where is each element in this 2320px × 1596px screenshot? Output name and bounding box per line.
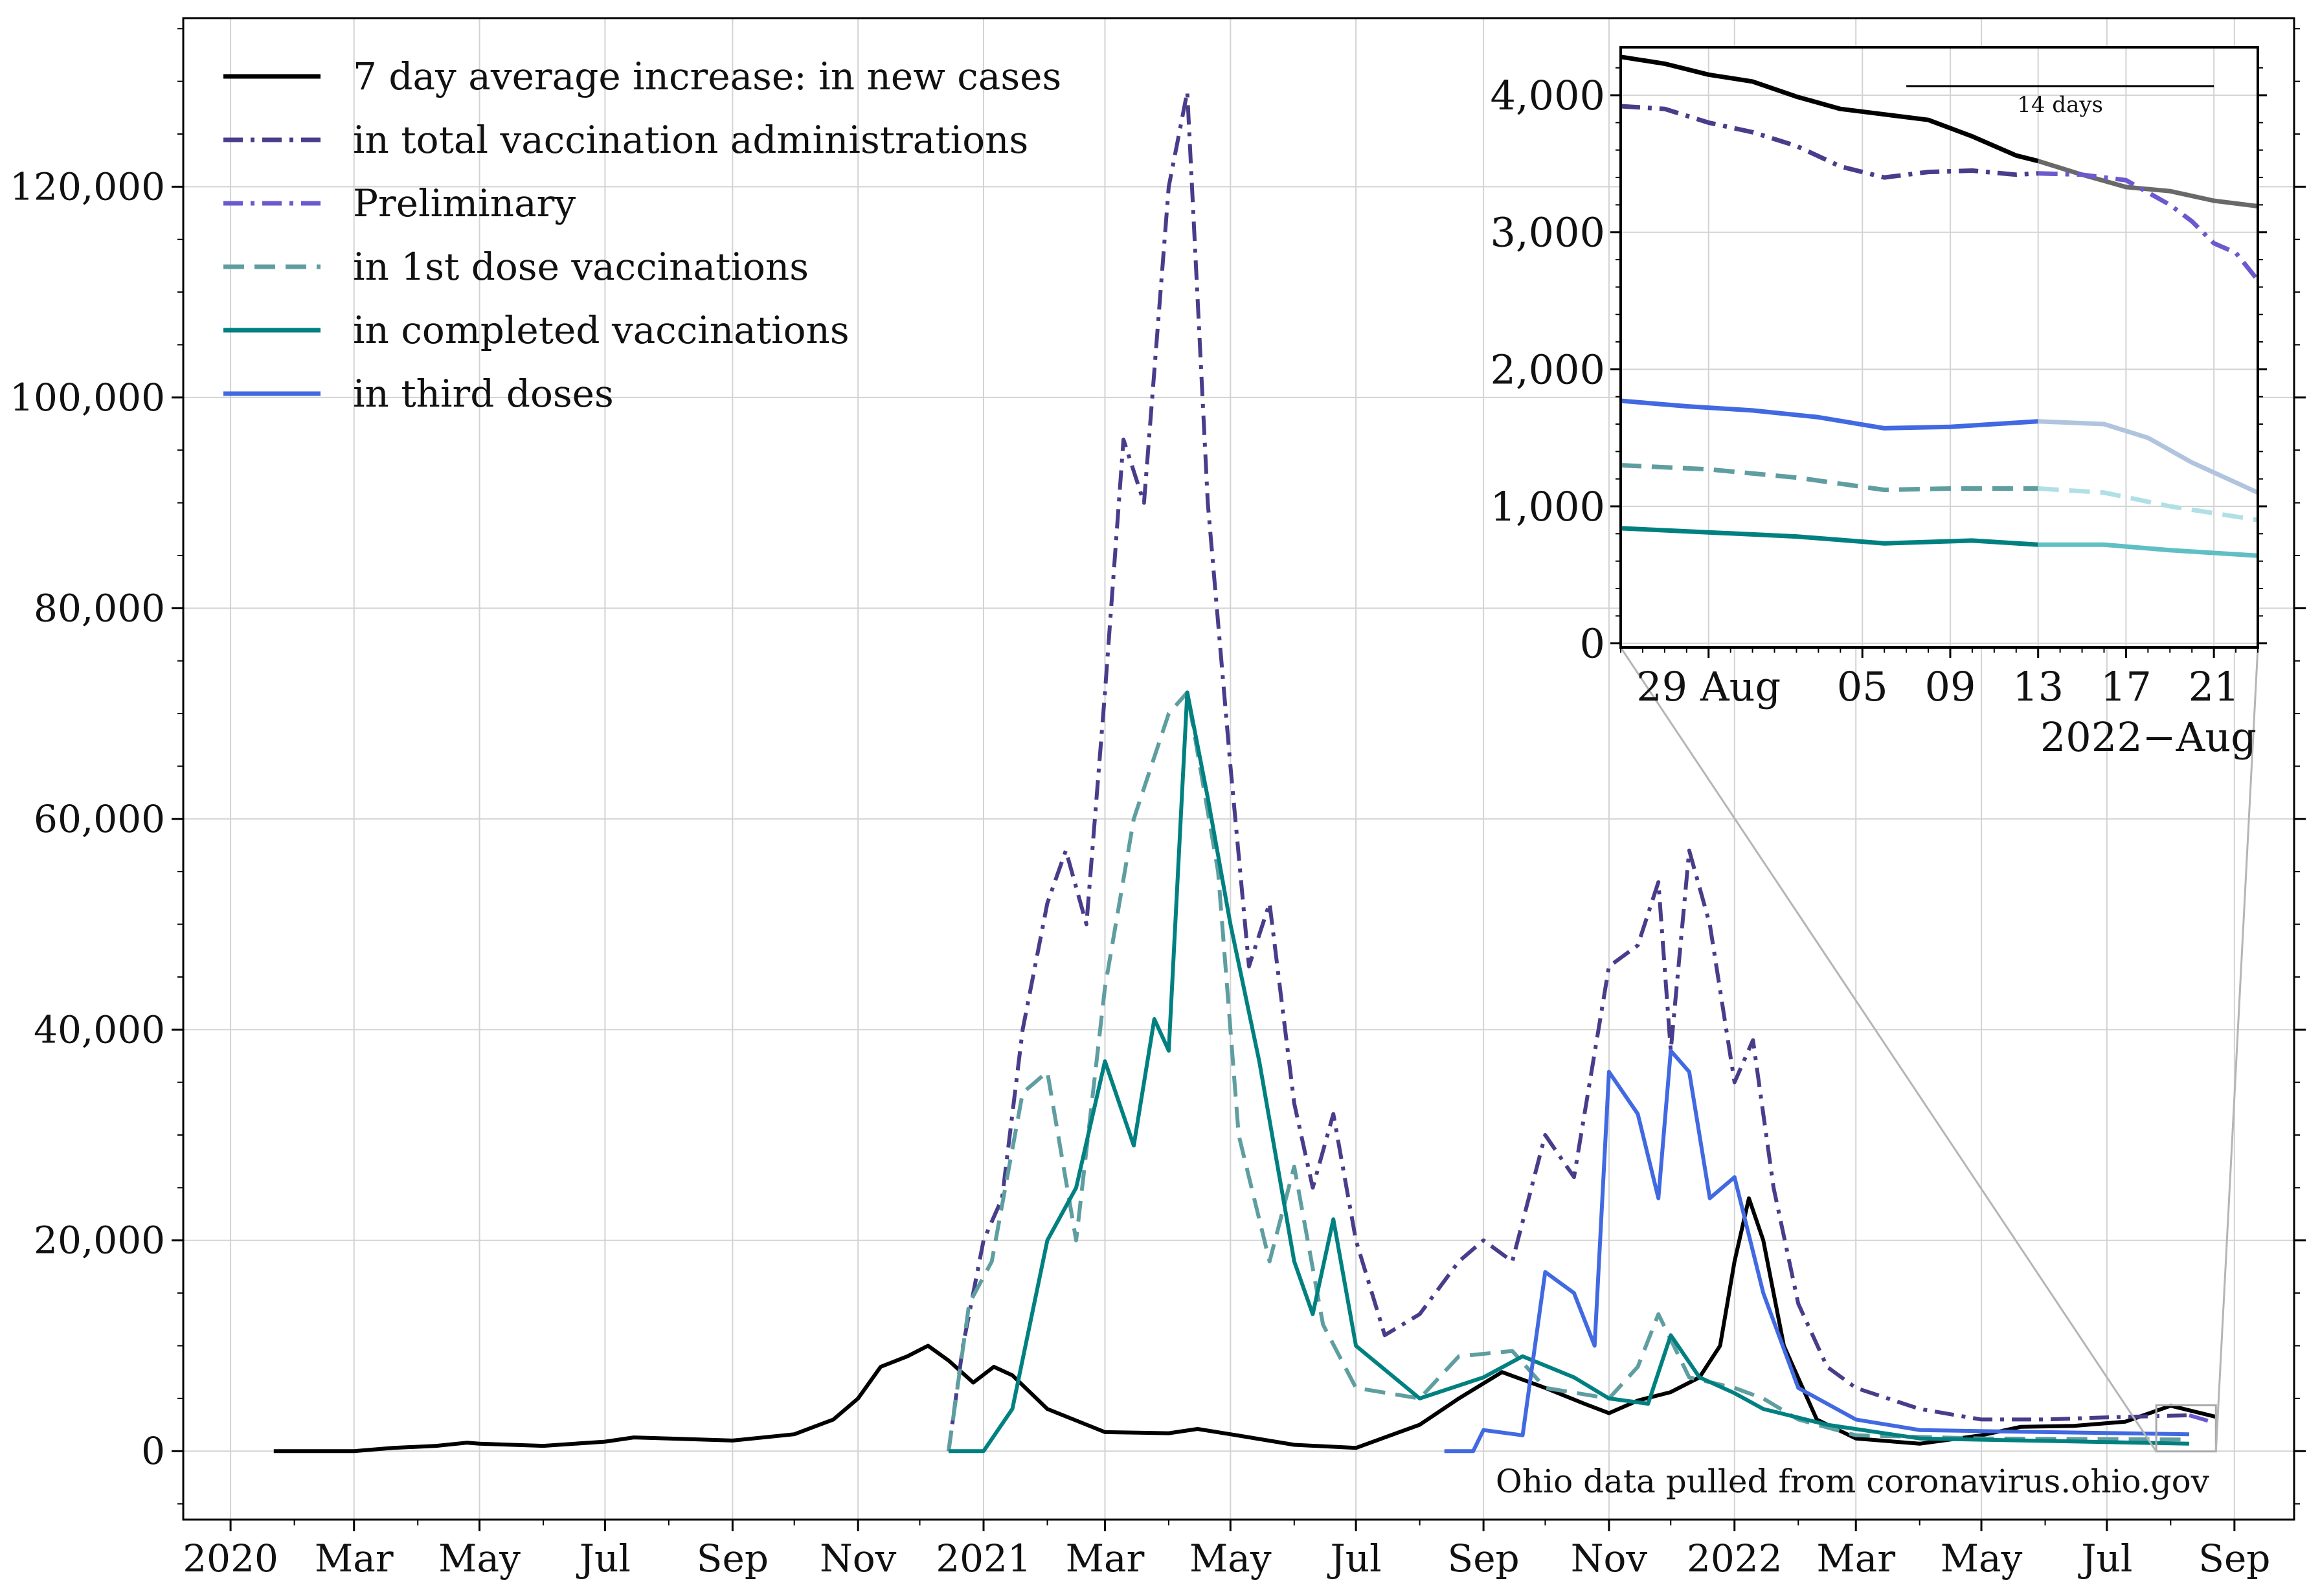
series-line-in-third-doses [1444,1048,2190,1454]
x-tick-label: Jul [2078,1536,2132,1580]
x-tick-label: Jul [1327,1536,1382,1580]
x-tick-label: Nov [1571,1536,1648,1580]
inset-y-tick-label: 3,000 [1491,209,1606,256]
legend-label: Preliminary [353,181,576,225]
x-tick-label: Sep [697,1536,769,1580]
x-tick-label: Mar [1816,1536,1895,1580]
x-tick-label: Jul [576,1536,631,1580]
x-tick-label: Mar [315,1536,394,1580]
inset-series-line-7-day-average-increase-in-new-cases-preliminary [2037,159,2258,208]
inset-y-tick-label: 2,000 [1491,346,1606,393]
inset-series-line-in-total-vaccination-administrations [1620,104,2038,180]
legend-label: in total vaccination administrations [353,118,1028,162]
inset-x-tick-label: 17 [2100,663,2152,710]
main-series-group [273,89,2219,1454]
x-tick-label: Sep [2198,1536,2270,1580]
y-tick-label: 80,000 [34,586,165,630]
inset-y-tick-label: 4,000 [1491,72,1606,119]
inset-y-tick-label: 0 [1580,620,1605,668]
zoom-connector-line [2214,647,2259,1452]
x-tick-label: 2022 [1687,1536,1783,1580]
y-tick-label: 100,000 [10,376,165,420]
zoom-indicator [1619,647,2259,1453]
inset-y-tick-label: 1,000 [1491,483,1606,530]
source-note: Ohio data pulled from coronavirus.ohio.g… [1496,1463,2210,1500]
x-tick-label: May [438,1536,521,1580]
x-tick-label: 2021 [936,1536,1031,1580]
inset-series-line-in-completed-vaccinations-preliminary [2038,542,2258,558]
main-grid [183,18,2294,1520]
inset-series-line-in-third-doses-preliminary [2038,419,2259,495]
inset-frame [1619,46,2259,649]
series-line-in-total-vaccination-administrations [947,89,2190,1452]
main-plot-frame [182,17,2295,1521]
inset-x-tick-label: 21 [2189,663,2240,710]
inset-background [1621,47,2258,647]
inset-series-line-7-day-average-increase-in-new-cases [1620,54,2039,164]
y-tick-label: 120,000 [10,164,165,208]
legend-label: in completed vaccinations [353,308,850,352]
y-tick-label: 20,000 [34,1219,165,1263]
legend: 7 day average increase: in new cases in t… [223,54,1061,416]
inset-x-tick-label: 29 Aug [1636,663,1781,710]
legend-label: in 1st dose vaccinations [353,245,809,289]
x-tick-label: Nov [820,1536,897,1580]
series-line-in-completed-vaccinations [949,690,2190,1454]
series-line-preliminary [2189,1413,2219,1426]
inset-x-range-label: 2022−Aug [2040,714,2257,761]
y-tick-label: 0 [141,1429,165,1473]
main-axis-ticks: 2020 Mar May Jul Sep Nov 2021 Mar May Jul Sep Nov 20… [10,28,2306,1580]
inset-scale-bar-label: 14 days [2017,92,2103,118]
legend-label: 7 day average increase: in new cases [353,54,1061,98]
inset-x-tick-label: 13 [2012,663,2064,710]
series-line-7-day-average-increase-in-new-cases [273,1196,2219,1454]
inset-series-line-preliminary [2038,171,2260,282]
inset-series-line-in-completed-vaccinations [1620,526,2038,547]
inset-series-line-in-1st-dose-vaccinations [1620,463,2038,493]
x-tick-label: 2020 [183,1536,278,1580]
x-tick-label: Sep [1448,1536,1520,1580]
y-tick-label: 40,000 [34,1007,165,1051]
inset-series-line-in-1st-dose-vaccinations-preliminary [2038,486,2258,523]
inset-x-tick-label: 09 [1925,663,1976,710]
x-tick-label: May [1941,1536,2023,1580]
inset-x-tick-label: 05 [1837,663,1888,710]
x-tick-label: Mar [1066,1536,1145,1580]
y-tick-label: 60,000 [34,797,165,841]
series-line-in-1st-dose-vaccinations [947,690,2190,1452]
x-tick-label: May [1189,1536,1272,1580]
zoom-connector-line [1619,647,2157,1452]
inset-series-line-in-third-doses [1620,398,2038,431]
legend-label: in third doses [353,372,614,416]
zoom-region-box [2155,1404,2217,1453]
